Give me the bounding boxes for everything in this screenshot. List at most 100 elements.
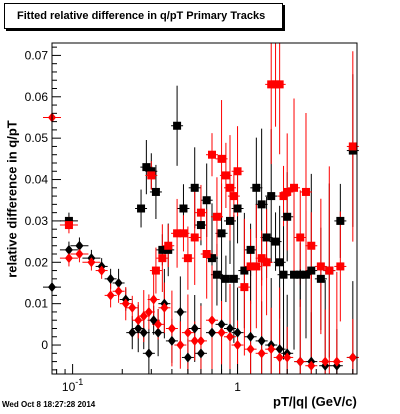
data-point-diamond bbox=[332, 356, 341, 367]
data-point-square bbox=[336, 216, 345, 225]
data-point-square bbox=[246, 262, 255, 271]
data-point-diamond bbox=[183, 352, 192, 363]
data-point-diamond bbox=[176, 340, 185, 351]
data-point-diamond bbox=[233, 340, 242, 351]
data-point-diamond bbox=[144, 348, 153, 359]
data-point-diamond bbox=[321, 356, 330, 367]
data-point-diamond bbox=[207, 327, 216, 338]
data-point-square bbox=[296, 233, 305, 242]
data-point-square bbox=[307, 266, 316, 275]
data-point-diamond bbox=[246, 344, 255, 355]
data-point-square bbox=[252, 183, 261, 192]
plot-frame bbox=[51, 42, 358, 375]
data-point-diamond bbox=[144, 306, 153, 317]
data-point-diamond bbox=[257, 335, 266, 346]
data-point-square bbox=[316, 262, 325, 271]
y-tick-label: 0.06 bbox=[25, 90, 49, 104]
data-point-square bbox=[158, 254, 167, 263]
timestamp: Wed Oct 8 18:27:28 2014 bbox=[2, 400, 96, 409]
data-point-diamond bbox=[134, 315, 143, 326]
data-point-square bbox=[267, 192, 276, 201]
data-point-square bbox=[179, 229, 188, 238]
data-point-diamond bbox=[106, 290, 115, 301]
data-point-diamond bbox=[190, 335, 199, 346]
data-point-square bbox=[240, 266, 249, 275]
data-point-square bbox=[147, 171, 156, 180]
data-markers bbox=[48, 80, 357, 371]
data-point-diamond bbox=[217, 319, 226, 330]
data-point-diamond bbox=[246, 331, 255, 342]
data-point-square bbox=[275, 80, 284, 89]
data-point-diamond bbox=[154, 319, 163, 330]
x-axis-label: pT/|q| (GeV/c) bbox=[273, 394, 357, 409]
data-point-square bbox=[202, 250, 211, 259]
data-point-diamond bbox=[167, 323, 176, 334]
data-point-diamond bbox=[196, 348, 205, 359]
y-tick-label: 0 bbox=[41, 338, 48, 352]
y-tick-label: 0.03 bbox=[25, 214, 49, 228]
data-point-diamond bbox=[207, 315, 216, 326]
data-point-square bbox=[283, 212, 292, 221]
data-point-square bbox=[225, 183, 234, 192]
data-point-square bbox=[246, 245, 255, 254]
data-point-square bbox=[296, 270, 305, 279]
data-point-square bbox=[217, 154, 226, 163]
data-point-diamond bbox=[167, 335, 176, 346]
data-point-diamond bbox=[348, 352, 357, 363]
data-point-square bbox=[229, 192, 238, 201]
data-point-square bbox=[212, 212, 221, 221]
data-point-square bbox=[316, 274, 325, 283]
data-point-diamond bbox=[225, 331, 234, 342]
data-point-diamond bbox=[114, 286, 123, 297]
data-point-diamond bbox=[114, 277, 123, 288]
data-point-square bbox=[179, 204, 188, 213]
data-point-square bbox=[147, 167, 156, 176]
data-point-square bbox=[225, 216, 234, 225]
x-tick-label: 10-1 bbox=[62, 377, 83, 394]
data-point-square bbox=[142, 163, 151, 172]
data-point-square bbox=[207, 150, 216, 159]
data-point-square bbox=[271, 237, 280, 246]
data-point-square bbox=[221, 274, 230, 283]
data-point-square bbox=[301, 187, 310, 196]
data-point-square bbox=[158, 245, 167, 254]
data-point-diamond bbox=[196, 335, 205, 346]
data-point-diamond bbox=[97, 265, 106, 276]
data-point-square bbox=[164, 245, 173, 254]
data-point-diamond bbox=[128, 327, 137, 338]
data-point-diamond bbox=[149, 294, 158, 305]
data-point-square bbox=[221, 171, 230, 180]
data-point-square bbox=[336, 262, 345, 271]
data-point-diamond bbox=[106, 273, 115, 284]
data-point-square bbox=[262, 258, 271, 267]
data-point-diamond bbox=[64, 253, 73, 264]
data-point-diamond bbox=[183, 327, 192, 338]
data-point-square bbox=[164, 241, 173, 250]
axes: 0 0.01 0.02 0.03 0.04 0.05 0.06 0.07 10-1 1 bbox=[25, 46, 354, 394]
data-point-square bbox=[151, 187, 160, 196]
data-point-square bbox=[267, 80, 276, 89]
data-point-square bbox=[173, 121, 182, 130]
y-tick-label: 0.05 bbox=[25, 131, 49, 145]
y-axis-label: relative difference in q/pT bbox=[4, 120, 20, 278]
data-point-diamond bbox=[275, 352, 284, 363]
data-point-square bbox=[301, 270, 310, 279]
data-point-square bbox=[64, 216, 73, 225]
data-point-diamond bbox=[154, 327, 163, 338]
data-point-diamond bbox=[267, 344, 276, 355]
data-point-diamond bbox=[128, 302, 137, 313]
data-point-square bbox=[196, 221, 205, 230]
data-point-diamond bbox=[257, 348, 266, 359]
y-tick-label: 0.02 bbox=[25, 255, 49, 269]
data-point-diamond bbox=[275, 344, 284, 355]
data-point-square bbox=[217, 229, 226, 238]
data-point-square bbox=[233, 167, 242, 176]
title-box: Fitted relative difference in q/pT Prima… bbox=[4, 3, 283, 29]
data-point-diamond bbox=[307, 360, 316, 371]
data-point-square bbox=[290, 270, 299, 279]
data-point-square bbox=[207, 254, 216, 263]
data-point-square bbox=[240, 283, 249, 292]
data-point-diamond bbox=[75, 240, 84, 251]
data-point-diamond bbox=[64, 244, 73, 255]
data-point-square bbox=[173, 229, 182, 238]
